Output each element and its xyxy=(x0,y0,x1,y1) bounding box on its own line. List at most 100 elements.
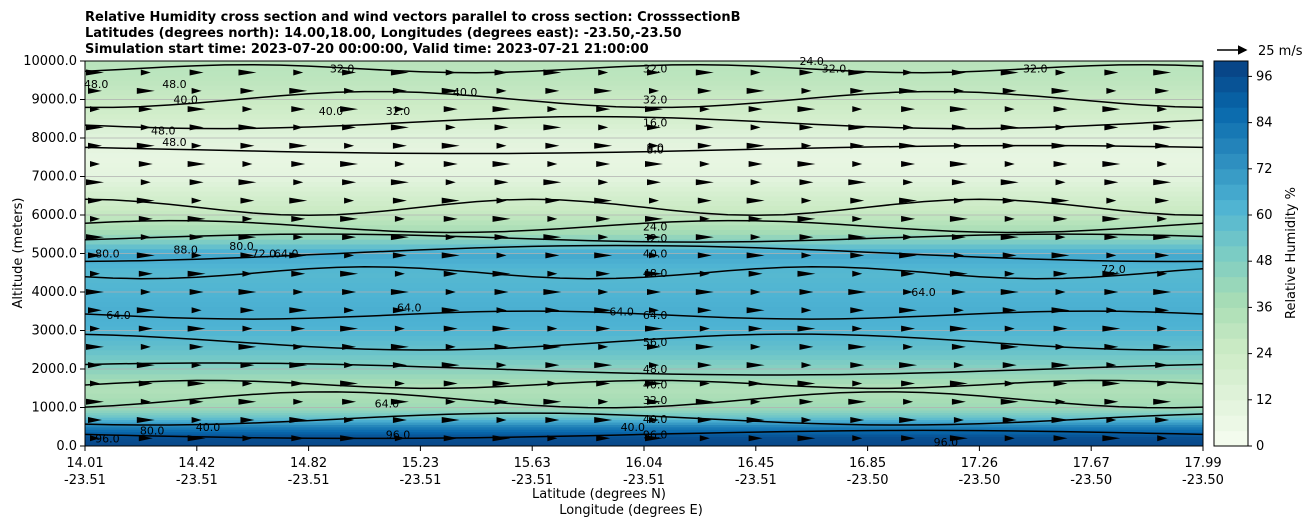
wind-vector-arrow-icon xyxy=(699,215,710,222)
humidity-band xyxy=(85,162,1203,168)
humidity-band xyxy=(85,383,1203,389)
wind-vector-arrow-icon xyxy=(1055,179,1066,186)
wind-vector-arrow-icon xyxy=(596,325,611,332)
wind-vector-arrow-icon xyxy=(187,380,206,387)
y-tick-label: 10000.0 xyxy=(23,54,77,69)
colorbar-frame xyxy=(1213,60,1249,447)
colorbar-tick-label: 12 xyxy=(1256,393,1273,408)
wind-vector-arrow-icon xyxy=(1002,142,1017,149)
wind-vector-arrow-icon xyxy=(1153,124,1172,131)
wind-vector-arrow-icon xyxy=(801,142,812,149)
wind-vector-arrow-icon xyxy=(850,142,865,149)
wind-vector-arrow-icon xyxy=(1102,160,1121,167)
wind-vector-arrow-icon xyxy=(342,234,357,241)
wind-vector-arrow-icon xyxy=(1051,252,1070,259)
wind-vector-arrow-icon xyxy=(289,197,308,204)
wind-vector-arrow-icon xyxy=(90,325,100,332)
wind-vector-arrow-icon xyxy=(1004,215,1015,222)
wind-vector-arrow-icon xyxy=(545,252,560,259)
wind-vector-arrow-icon xyxy=(748,435,763,442)
wind-vector-arrow-icon xyxy=(647,343,661,350)
wind-vector-arrow-icon xyxy=(1155,197,1170,204)
colorbar-tick-label: 84 xyxy=(1256,116,1273,131)
wind-vector-arrow-icon xyxy=(750,234,761,241)
humidity-band xyxy=(85,419,1203,423)
wind-vector-arrow-icon xyxy=(496,307,507,314)
wind-vector-arrow-icon xyxy=(801,197,812,204)
wind-vector-arrow-icon xyxy=(901,106,916,113)
wind-vector-arrow-icon xyxy=(494,124,509,131)
wind-vector-arrow-icon xyxy=(545,197,560,204)
wind-vector-arrow-icon xyxy=(494,69,509,76)
y-tick-label: 4000.0 xyxy=(32,285,78,300)
wind-vector-arrow-icon xyxy=(238,398,257,405)
humidity-band xyxy=(85,80,1203,86)
wind-vector-arrow-icon xyxy=(238,69,257,76)
wind-vector-arrow-icon xyxy=(242,106,253,113)
colorbar-swatch xyxy=(1214,322,1248,339)
contour-line xyxy=(85,233,1203,243)
wind-vector-arrow-icon xyxy=(1157,435,1168,442)
colorbar-tick-label: 36 xyxy=(1256,300,1273,315)
wind-vector-arrow-icon xyxy=(1106,87,1117,94)
wind-vector-arrow-icon xyxy=(344,417,355,424)
wind-vector-arrow-icon xyxy=(596,106,611,113)
humidity-band xyxy=(85,142,1203,149)
wind-vector-arrow-icon xyxy=(242,215,253,222)
wind-vector-arrow-icon xyxy=(342,398,357,405)
wind-vector-arrow-icon xyxy=(1104,289,1119,295)
wind-vector-arrow-icon xyxy=(191,87,202,94)
wind-vector-arrow-icon xyxy=(242,325,253,332)
wind-vector-arrow-icon xyxy=(594,142,613,149)
wind-vector-arrow-icon xyxy=(1153,179,1172,186)
wind-vector-arrow-icon xyxy=(443,215,458,222)
humidity-band xyxy=(85,243,1203,250)
wind-vector-arrow-icon xyxy=(394,270,405,277)
wind-vector-arrow-icon xyxy=(445,179,456,186)
contour-label: 48.0 xyxy=(643,267,668,280)
wind-vector-arrow-icon xyxy=(1155,307,1170,314)
wind-vector-arrow-icon xyxy=(240,252,255,259)
humidity-band xyxy=(85,272,1203,279)
contour-label: 80.0 xyxy=(229,240,254,253)
wind-vector-arrow-icon xyxy=(1000,234,1019,241)
wind-vector-arrow-icon xyxy=(1002,417,1017,424)
humidity-band xyxy=(85,263,1203,269)
wind-vector-arrow-icon xyxy=(797,160,816,167)
x-tick-label-longitude: -23.51 xyxy=(735,473,777,488)
contour-label: 40.0 xyxy=(453,86,478,99)
contour-label: 8.0 xyxy=(646,144,664,157)
humidity-band xyxy=(85,335,1203,341)
humidity-band xyxy=(85,61,1203,67)
wind-vector-arrow-icon xyxy=(394,215,405,222)
colorbar-swatch xyxy=(1214,353,1248,370)
contour-label: 96.0 xyxy=(643,428,668,441)
humidity-band xyxy=(85,118,1203,125)
chart-title-line-1: Relative Humidity cross section and wind… xyxy=(85,10,741,25)
wind-vector-arrow-icon xyxy=(594,87,613,94)
wind-vector-arrow-icon xyxy=(189,124,204,131)
wind-vector-arrow-icon xyxy=(138,215,153,222)
wind-vector-arrow-icon xyxy=(392,142,407,149)
humidity-band xyxy=(85,181,1203,187)
wind-vector-arrow-icon xyxy=(342,124,357,131)
wind-vector-arrow-icon xyxy=(645,215,663,222)
wind-vector-arrow-icon xyxy=(1102,270,1121,277)
wind-vector-arrow-icon xyxy=(138,106,153,113)
wind-vector-arrow-icon xyxy=(901,380,916,387)
wind-vector-arrow-icon xyxy=(140,179,151,186)
contour-label: 40.0 xyxy=(173,94,198,107)
humidity-band xyxy=(85,393,1203,399)
wind-vector-arrow-icon xyxy=(848,234,867,241)
wind-vector-arrow-icon xyxy=(543,69,562,76)
wind-vector-arrow-icon xyxy=(1004,435,1015,442)
wind-vector-arrow-icon xyxy=(187,160,206,167)
wind-vector-arrow-icon xyxy=(799,124,814,131)
colorbar-swatch xyxy=(1214,261,1248,278)
wind-vector-arrow-icon xyxy=(340,435,359,442)
wind-vector-arrow-icon xyxy=(645,160,663,167)
wind-vector-arrow-icon xyxy=(496,142,507,149)
wind-vector-arrow-icon xyxy=(1051,142,1070,149)
contour-label: 32.0 xyxy=(643,394,668,407)
contour-line xyxy=(85,90,1203,109)
